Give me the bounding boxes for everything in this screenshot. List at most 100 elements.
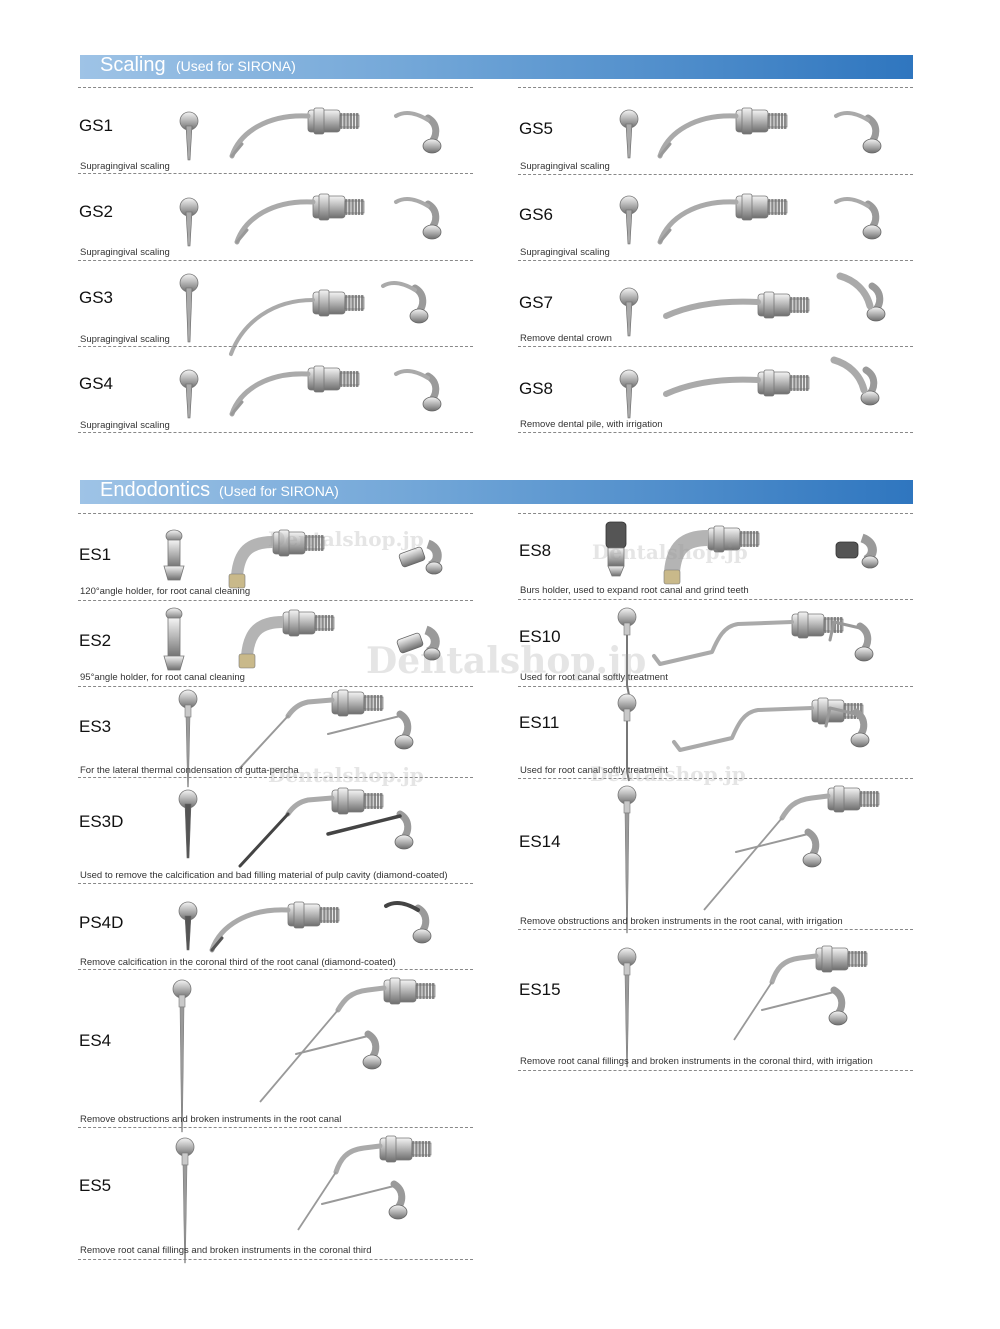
product-description: 120°angle holder, for root canal cleanin…: [80, 586, 251, 597]
tip-front-view: [172, 979, 192, 1133]
tip-side-view: [239, 689, 384, 769]
tip-side-view: [657, 193, 788, 245]
product-code: GS7: [519, 293, 554, 312]
product-es8: ES8 Burs holder, used to expand root can…: [518, 514, 913, 600]
tip-angle-view: [830, 356, 880, 406]
tip-front-view: [619, 109, 639, 159]
product-description: Supragingival scaling: [80, 161, 170, 172]
product-description: Remove dental crown: [520, 333, 612, 344]
tip-illustration: [178, 689, 414, 788]
product-gs2: GS2 Supragingival scaling: [78, 174, 473, 261]
tip-illustration: [178, 901, 432, 953]
tip-illustration: [172, 977, 436, 1133]
product-es3d: ES3D Used to remove the calcification an…: [78, 778, 473, 884]
tip-angle-view: [394, 197, 442, 240]
product-description: Supragingival scaling: [80, 247, 170, 258]
product-description: Remove obstructions and broken instrumen…: [520, 916, 843, 927]
tip-illustration: [617, 945, 868, 1068]
product-code: GS8: [519, 379, 554, 398]
tip-angle-view: [836, 272, 886, 322]
tip-side-view: [229, 365, 360, 417]
tip-side-view: [733, 945, 868, 1041]
product-es14: ES14 Remove obstructions and broken inst…: [518, 778, 913, 934]
burs-holder-angle-view: [835, 533, 879, 569]
tip-front-view: [617, 607, 637, 696]
tip-front-view: [179, 197, 199, 247]
tip-front-view: [179, 369, 199, 419]
tip-front-view: [179, 111, 199, 161]
product-gs6: GS6 Supragingival scaling: [518, 174, 913, 261]
tip-illustration: [179, 273, 429, 356]
tip-front-view: [617, 693, 637, 782]
tip-front-view: [175, 1137, 195, 1264]
product-code: GS3: [79, 288, 114, 307]
watermark: Dentalshop.jp: [268, 527, 424, 551]
holder-front-view: [163, 529, 185, 581]
tip-illustration: [617, 785, 880, 934]
watermark: Dentalshop.jp: [590, 762, 746, 786]
product-gs4: GS4 Supragingival scaling: [78, 346, 473, 433]
tip-front-view: [619, 369, 639, 419]
tip-angle-view: [735, 828, 822, 868]
scaling-header: Scaling (Used for SIRONA): [80, 54, 913, 79]
burs-holder-front-view: [605, 521, 627, 577]
watermark: Dentalshop.jp: [268, 763, 424, 787]
product-description: Supragingival scaling: [520, 161, 610, 172]
tip-illustration: [617, 693, 870, 782]
holder-side-view: [238, 609, 335, 669]
tip-side-view: [657, 107, 788, 159]
tip-angle-view: [295, 1030, 382, 1070]
tip-side-view: [652, 611, 844, 666]
tip-front-view: [619, 287, 639, 337]
scaling-top-divider: [78, 87, 473, 88]
tip-side-view: [663, 291, 810, 319]
product-description: Remove obstructions and broken instrumen…: [80, 1114, 342, 1125]
product-es4: ES4 Remove obstructions and broken instr…: [78, 970, 473, 1133]
endo-top-divider-right: [518, 513, 913, 514]
tip-side-view: [703, 785, 880, 911]
product-description: Remove dental pile, with irrigation: [520, 419, 663, 430]
product-es3: ES3 For the lateral thermal condensation…: [78, 686, 473, 788]
holder-angle-view: [398, 539, 443, 575]
product-code: ES4: [79, 1031, 112, 1050]
product-es1: ES1 120°angle holder, for root canal cle…: [78, 514, 473, 601]
tip-side-view: [259, 977, 436, 1103]
product-code: ES8: [519, 541, 552, 560]
product-description: Supragingival scaling: [80, 420, 170, 431]
product-description: Remove calcification in the coronal thir…: [80, 957, 396, 968]
holder-front-view: [163, 607, 185, 671]
endodontics-title: Endodontics: [100, 479, 211, 501]
holder-side-view: [228, 529, 325, 589]
product-es15: ES15 Remove root canal fillings and brok…: [518, 930, 913, 1071]
tip-side-view: [297, 1135, 432, 1231]
tip-illustration: [178, 787, 414, 868]
tip-angle-view: [761, 986, 848, 1026]
tip-side-view: [229, 289, 365, 356]
tip-illustration: [163, 529, 443, 589]
watermark: Dentalshop.jp: [592, 540, 748, 564]
holder-side-view: [663, 525, 760, 585]
product-description: Remove root canal fillings and broken in…: [520, 1056, 873, 1067]
endodontics-header: Endodontics (Used for SIRONA): [80, 479, 913, 504]
scaling-subtitle: (Used for SIRONA): [176, 58, 296, 74]
tip-illustration: [619, 107, 882, 159]
tip-illustration: [179, 107, 442, 161]
product-code: ES10: [519, 627, 561, 646]
product-description: Used for root canal softly treatment: [520, 765, 668, 776]
tip-illustration: [605, 521, 879, 585]
product-es11: ES11 Used for root canal softly treatmen…: [518, 686, 913, 782]
tip-illustration: [179, 365, 442, 419]
tip-front-view: [178, 689, 198, 788]
product-description: Used to remove the calcification and bad…: [80, 870, 448, 881]
product-description: Supragingival scaling: [80, 334, 170, 345]
product-es5: ES5 Remove root canal fillings and broke…: [78, 1128, 473, 1264]
product-es10: ES10 Used for root canal softly treatmen…: [518, 600, 913, 696]
tip-front-view: [617, 785, 637, 934]
tip-side-view: [234, 193, 365, 245]
tip-angle-view: [834, 197, 882, 240]
product-code: ES15: [519, 980, 561, 999]
tip-illustration: [163, 607, 441, 671]
tip-illustration: [179, 193, 442, 247]
tip-angle-view: [828, 620, 874, 662]
product-code: GS4: [79, 374, 114, 393]
